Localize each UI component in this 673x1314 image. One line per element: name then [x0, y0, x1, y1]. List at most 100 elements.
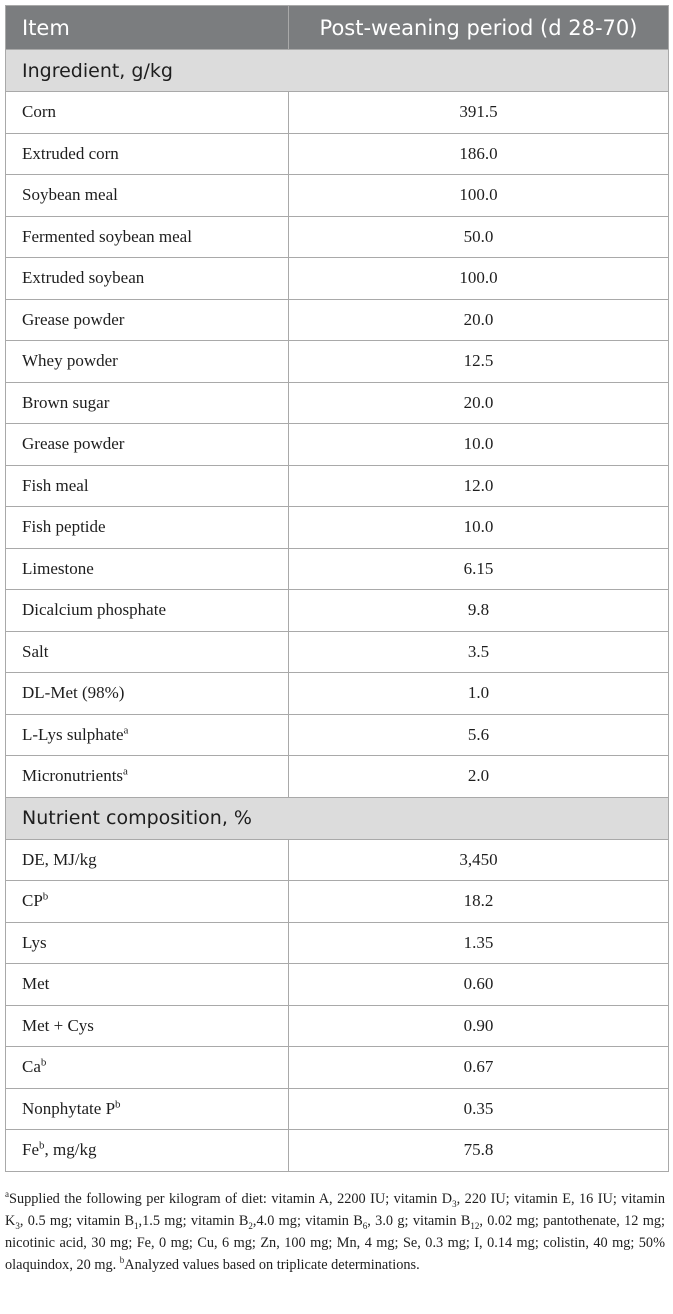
row-value: 100.0	[288, 174, 669, 217]
row-value: 5.6	[288, 713, 669, 756]
section-header-row: Ingredient, g/kg	[5, 49, 669, 92]
row-value: 391.5	[288, 91, 669, 134]
row-label: DL-Met (98%)	[22, 683, 125, 703]
row-label: Soybean meal	[22, 185, 118, 205]
row-label: Fish peptide	[22, 517, 106, 537]
table-row: Fermented soybean meal 50.0	[5, 215, 669, 258]
row-label-cell: Dicalcium phosphate	[5, 589, 289, 632]
row-value: 50.0	[288, 215, 669, 258]
row-label: DE, MJ/kg	[22, 849, 97, 869]
row-value: 18.2	[288, 880, 669, 923]
footnote-marker: a	[5, 1189, 9, 1200]
table-row: Whey powder 12.5	[5, 340, 669, 383]
table-row: Lys 1.35	[5, 921, 669, 964]
table-row: Dicalcium phosphate 9.8	[5, 589, 669, 632]
row-label: Corn	[22, 102, 56, 122]
table-row: L-Lys sulphatea 5.6	[5, 713, 669, 756]
section-header-row: Nutrient composition, %	[5, 796, 669, 840]
table-row: Limestone 6.15	[5, 547, 669, 590]
row-label-cell: Limestone	[5, 547, 289, 590]
row-label-cell: Salt	[5, 630, 289, 673]
row-value: 6.15	[288, 547, 669, 590]
row-value: 75.8	[288, 1129, 669, 1172]
footnote-subscript: 3	[452, 1198, 457, 1209]
table-row: Met 0.60	[5, 963, 669, 1006]
row-label-cell: Lys	[5, 921, 289, 964]
header-period: Post-weaning period (d 28-70)	[288, 5, 669, 50]
row-value: 0.67	[288, 1046, 669, 1089]
table-row: Grease powder 10.0	[5, 423, 669, 466]
row-label: Dicalcium phosphate	[22, 600, 166, 620]
footnote-subscript: 1	[134, 1220, 139, 1231]
table-row: CPb 18.2	[5, 880, 669, 923]
row-label-cell: Corn	[5, 91, 289, 134]
row-label: Fe	[22, 1140, 39, 1160]
section-title: Nutrient composition, %	[5, 796, 669, 840]
row-label: Fish meal	[22, 475, 89, 495]
table-body: Ingredient, g/kg Corn 391.5 Extruded corn 18…	[5, 49, 669, 1172]
row-value: 20.0	[288, 298, 669, 341]
row-label-cell: Brown sugar	[5, 381, 289, 424]
row-label-cell: DE, MJ/kg	[5, 838, 289, 881]
row-value: 0.90	[288, 1004, 669, 1047]
table-row: Extruded soybean 100.0	[5, 257, 669, 300]
row-label-cell: Extruded soybean	[5, 257, 289, 300]
row-label-cell: Feb, mg/kg	[5, 1129, 289, 1172]
row-label: Salt	[22, 641, 49, 661]
footnote-text: Analyzed values based on triplicate dete…	[124, 1257, 420, 1273]
table-row: Fish meal 12.0	[5, 464, 669, 507]
footnote-subscript: 6	[362, 1220, 368, 1231]
row-label-cell: Grease powder	[5, 298, 289, 341]
table-row: Micronutrientsa 2.0	[5, 755, 669, 798]
row-label: Extruded soybean	[22, 268, 145, 288]
footnote-marker: b	[115, 1098, 121, 1111]
footnote-subscript: 2	[248, 1220, 253, 1231]
row-label: Whey powder	[22, 351, 118, 371]
table-header-row: Item Post-weaning period (d 28-70)	[5, 5, 669, 50]
footnote-text: , 220 IU; vitamin E, 16 IU; vitamin K	[5, 1191, 665, 1229]
row-label-cell: Met	[5, 963, 289, 1006]
footnote-text: ,4.0 mg; vitamin B	[252, 1213, 363, 1229]
row-value: 0.60	[288, 963, 669, 1006]
table-row: Met + Cys 0.90	[5, 1004, 669, 1047]
footnote-text: , 3.0 g; vitamin B	[367, 1213, 471, 1229]
row-label-cell: L-Lys sulphatea	[5, 713, 289, 756]
row-label-cell: Cab	[5, 1046, 289, 1089]
row-value: 20.0	[288, 381, 669, 424]
row-label: Grease powder	[22, 434, 125, 454]
row-label-cell: CPb	[5, 880, 289, 923]
row-label-cell: Met + Cys	[5, 1004, 289, 1047]
footnote-text: , 0.02 mg; pantothenate, 12 mg; nicotini…	[5, 1213, 665, 1273]
row-label: Fermented soybean meal	[22, 226, 192, 246]
row-label: Met	[22, 974, 50, 994]
row-value: 186.0	[288, 132, 669, 175]
table-row: Fish peptide 10.0	[5, 506, 669, 549]
footnote-marker: a	[123, 765, 128, 778]
footnote-text: ,1.5 mg; vitamin B	[138, 1213, 249, 1229]
row-label-cell: Fish meal	[5, 464, 289, 507]
diet-composition-table: Item Post-weaning period (d 28-70) Ingre…	[5, 5, 669, 1172]
table-row: DL-Met (98%) 1.0	[5, 672, 669, 715]
table-row: Nonphytate Pb 0.35	[5, 1087, 669, 1130]
row-label: Micronutrients	[22, 766, 124, 786]
row-label: Met + Cys	[22, 1015, 94, 1035]
row-value: 1.35	[288, 921, 669, 964]
table-row: Extruded corn 186.0	[5, 132, 669, 175]
row-value: 12.5	[288, 340, 669, 383]
row-label-cell: Fermented soybean meal	[5, 215, 289, 258]
footnote-text: , 0.5 mg; vitamin B	[19, 1213, 135, 1229]
row-label: Brown sugar	[22, 392, 110, 412]
row-value: 9.8	[288, 589, 669, 632]
row-label: Ca	[22, 1057, 41, 1077]
section-title: Ingredient, g/kg	[5, 49, 669, 92]
table-row: DE, MJ/kg 3,450	[5, 838, 669, 881]
row-label: Nonphytate P	[22, 1098, 116, 1118]
table-row: Corn 391.5	[5, 91, 669, 134]
header-item: Item	[5, 5, 289, 50]
table-row: Soybean meal 100.0	[5, 174, 669, 217]
row-label-cell: Whey powder	[5, 340, 289, 383]
table-row: Brown sugar 20.0	[5, 381, 669, 424]
footnote-subscript: 12	[470, 1220, 480, 1231]
footnote-marker: b	[40, 1056, 47, 1069]
row-label: Lys	[22, 932, 47, 952]
